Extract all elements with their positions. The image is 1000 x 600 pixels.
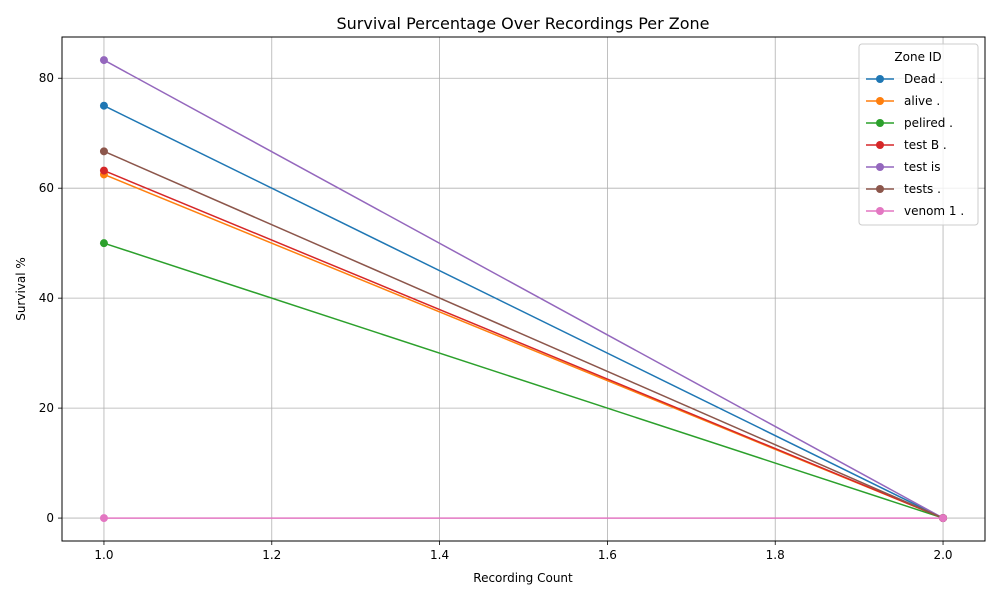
legend-item: Dead . xyxy=(866,72,943,86)
series-4 xyxy=(99,56,948,523)
legend-swatch-marker xyxy=(876,163,884,171)
legend-item: alive . xyxy=(866,94,940,108)
legend-label: tests . xyxy=(904,182,941,196)
series-1 xyxy=(99,170,948,523)
x-tick-label: 1.2 xyxy=(262,548,281,562)
legend-swatch-marker xyxy=(876,119,884,127)
y-axis-label: Survival % xyxy=(14,257,28,321)
x-tick-label: 2.0 xyxy=(933,548,952,562)
chart-title: Survival Percentage Over Recordings Per … xyxy=(336,14,709,33)
data-point xyxy=(99,514,108,523)
x-axis-label: Recording Count xyxy=(473,571,573,585)
x-tick-label: 1.4 xyxy=(430,548,449,562)
plot-frame xyxy=(61,36,986,542)
data-point xyxy=(99,166,108,175)
series-line xyxy=(103,169,944,519)
legend-swatch-marker xyxy=(876,97,884,105)
y-tick-label: 20 xyxy=(39,401,54,415)
legend-swatch-marker xyxy=(876,141,884,149)
axis-ticks: 1.0 1.2 1.4 1.6 1.8 2.0 0 20 40 60 80 xyxy=(39,71,953,562)
legend-label: Dead . xyxy=(904,72,943,86)
series-group xyxy=(99,56,948,523)
y-tick-label: 60 xyxy=(39,181,54,195)
legend-item: test is xyxy=(866,160,940,174)
legend-swatch-marker xyxy=(876,75,884,83)
data-point xyxy=(99,56,108,65)
y-tick-label: 80 xyxy=(39,71,54,85)
series-2 xyxy=(99,239,948,523)
legend-swatch-marker xyxy=(876,207,884,215)
legend-item: venom 1 . xyxy=(866,204,964,218)
y-tick-label: 0 xyxy=(46,511,54,525)
y-tick-label: 40 xyxy=(39,291,54,305)
legend-label: pelired . xyxy=(904,116,953,130)
series-6 xyxy=(99,514,948,523)
legend-item: pelired . xyxy=(866,116,953,130)
legend-item: test B . xyxy=(866,138,947,152)
legend-item: tests . xyxy=(866,182,941,196)
x-tick-label: 1.0 xyxy=(94,548,113,562)
data-point xyxy=(99,101,108,110)
legend-label: alive . xyxy=(904,94,940,108)
legend-label: test is xyxy=(904,160,940,174)
legend: Zone ID Dead . alive . pelired . test B . te… xyxy=(858,43,979,226)
data-point xyxy=(99,239,108,248)
legend-label: test B . xyxy=(904,138,947,152)
series-5 xyxy=(99,147,948,523)
x-tick-label: 1.6 xyxy=(598,548,617,562)
series-0 xyxy=(99,101,948,523)
legend-swatch-marker xyxy=(876,185,884,193)
series-line xyxy=(103,59,944,519)
legend-box xyxy=(858,43,979,226)
series-line xyxy=(103,150,944,519)
series-line xyxy=(103,105,944,519)
x-tick-label: 1.8 xyxy=(766,548,785,562)
series-3 xyxy=(99,166,948,523)
data-point xyxy=(99,147,108,156)
legend-label: venom 1 . xyxy=(904,204,964,218)
data-point xyxy=(939,514,948,523)
series-line xyxy=(103,242,944,519)
legend-title: Zone ID xyxy=(894,50,941,64)
